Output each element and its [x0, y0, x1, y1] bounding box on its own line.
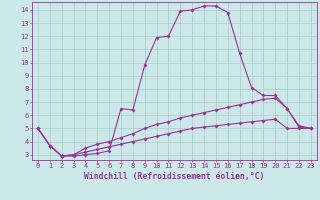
X-axis label: Windchill (Refroidissement éolien,°C): Windchill (Refroidissement éolien,°C) — [84, 172, 265, 181]
